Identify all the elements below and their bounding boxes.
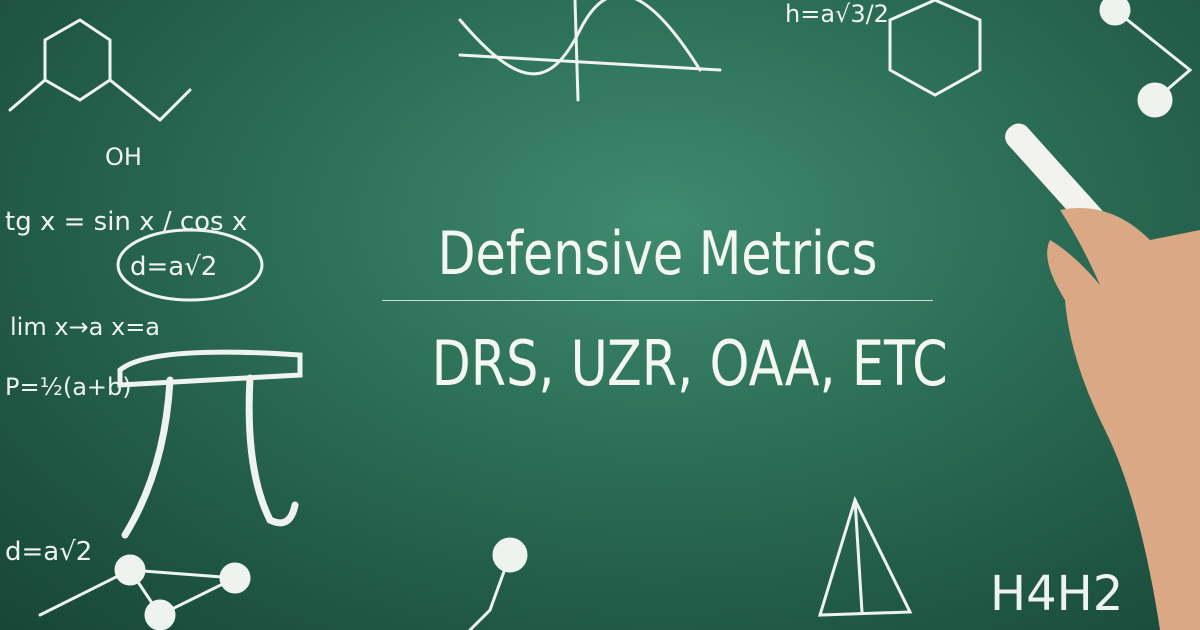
formula-text: d=a√2 (130, 252, 217, 282)
formula-text: h=a√3/2 (785, 0, 889, 28)
title-divider (382, 300, 933, 301)
formula-text: d=a√2 (5, 537, 92, 567)
axis-doodle (458, 53, 722, 72)
formula-text: P=½(a+b) (5, 373, 132, 401)
formula-text: lim x→a x=a (10, 313, 160, 341)
headline-subtitle: DRS, UZR, OAA, ETC (431, 327, 948, 400)
formula-text: tg x = sin x / cos x (5, 207, 247, 237)
pi-doodle (117, 349, 303, 388)
headline-title: Defensive Metrics (437, 219, 878, 289)
molecule-doodle (8, 18, 112, 112)
triangle-doodle (817, 495, 913, 617)
benzene-doodle (888, 0, 982, 97)
formula-text: H4H2 (990, 566, 1123, 622)
formula-text: OH (105, 143, 142, 171)
